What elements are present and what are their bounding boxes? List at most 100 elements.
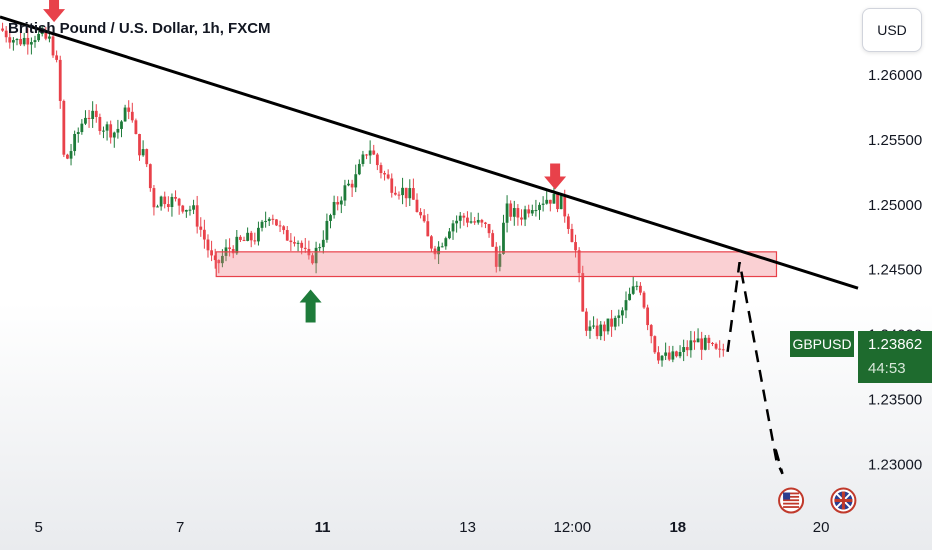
candle-body xyxy=(120,121,123,129)
candle-body xyxy=(448,231,451,239)
candle-body xyxy=(451,223,455,232)
candle-body xyxy=(718,348,722,350)
candle-body xyxy=(271,218,275,220)
candle-body xyxy=(210,250,213,256)
symbol-label: GBPUSD xyxy=(790,331,854,357)
x-tick-label: 18 xyxy=(669,519,686,536)
candle-body xyxy=(84,117,87,124)
candle-body xyxy=(361,154,365,164)
candle-body xyxy=(130,111,134,121)
candle-body xyxy=(671,351,675,360)
candle-body xyxy=(148,164,152,189)
candle-body xyxy=(166,204,170,207)
candle-body xyxy=(649,325,653,337)
candle-body xyxy=(574,242,577,251)
arrow-up-icon xyxy=(299,289,322,323)
candle-body xyxy=(257,227,260,242)
candle-body xyxy=(184,209,188,212)
candle-body xyxy=(379,165,383,174)
candle-body xyxy=(484,222,487,224)
candle-body xyxy=(422,215,426,222)
candle-body xyxy=(365,154,368,156)
candle-body xyxy=(336,201,340,205)
candle-body xyxy=(487,223,491,234)
candle-body xyxy=(657,352,660,361)
candle-body xyxy=(332,201,336,216)
candle-body xyxy=(502,222,505,254)
candle-body xyxy=(62,100,66,155)
candle-body xyxy=(357,163,361,175)
candle-body xyxy=(386,174,390,179)
candle-body xyxy=(693,340,696,343)
candle-body xyxy=(76,132,80,134)
candle-body xyxy=(8,37,12,43)
candle-body xyxy=(545,199,549,204)
candle-body xyxy=(415,199,419,212)
candle-body xyxy=(311,255,314,264)
candle-body xyxy=(383,173,386,175)
candle-body xyxy=(206,239,210,251)
candle-body xyxy=(610,318,613,327)
candle-body xyxy=(94,110,98,118)
x-tick-label: 7 xyxy=(176,519,184,536)
candle-body xyxy=(174,196,177,199)
candle-body xyxy=(195,205,199,227)
y-tick-label: 1.25500 xyxy=(868,132,922,149)
y-tick-label: 1.23500 xyxy=(868,392,922,409)
candle-body xyxy=(714,343,718,349)
candle-body xyxy=(228,247,232,250)
candle-body xyxy=(678,352,682,357)
candle-body xyxy=(289,240,293,243)
y-axis: 1.260001.255001.250001.245001.240001.235… xyxy=(868,67,922,473)
candle-body xyxy=(199,226,203,230)
candle-body xyxy=(455,220,459,224)
candle-body xyxy=(138,134,141,156)
candle-body xyxy=(123,107,127,122)
candle-body xyxy=(37,33,41,41)
candle-body xyxy=(602,324,606,332)
candle-body xyxy=(55,55,59,60)
candle-body xyxy=(685,347,689,351)
candle-body xyxy=(159,196,163,207)
candle-body xyxy=(112,132,116,138)
candle-body xyxy=(660,355,664,361)
candle-body xyxy=(631,286,635,294)
candle-body xyxy=(318,247,322,249)
candle-body xyxy=(538,204,541,211)
candle-body xyxy=(109,124,113,138)
flag-canton xyxy=(783,492,791,500)
candle-body xyxy=(563,195,567,217)
candle-body xyxy=(595,325,599,337)
candle-body xyxy=(22,37,26,45)
candle-body xyxy=(217,260,221,264)
candle-body xyxy=(703,337,707,350)
candle-body xyxy=(285,230,289,241)
candle-body xyxy=(372,150,376,155)
candle-body xyxy=(98,117,102,132)
candle-body xyxy=(314,247,318,264)
candle-body xyxy=(620,310,624,316)
candle-body xyxy=(264,220,268,222)
candle-body xyxy=(105,124,109,131)
candle-body xyxy=(220,255,224,264)
us-flag-icon xyxy=(778,487,805,514)
candle-body xyxy=(520,217,523,220)
candle-body xyxy=(15,38,19,41)
candle-body xyxy=(516,208,520,218)
candle-body xyxy=(296,242,300,244)
candle-body xyxy=(462,215,466,218)
candle-body xyxy=(69,151,73,159)
y-tick-label: 1.25000 xyxy=(868,197,922,214)
candle-body xyxy=(239,236,242,240)
candle-body xyxy=(354,174,358,188)
currency-selector[interactable]: USD xyxy=(862,8,922,52)
candle-body xyxy=(253,240,257,242)
candle-body xyxy=(480,219,484,223)
candle-body xyxy=(156,206,159,208)
candle-body xyxy=(275,219,278,226)
projection-path xyxy=(726,261,784,475)
flag-stripe xyxy=(783,495,800,498)
candle-body xyxy=(401,187,404,196)
candle-body xyxy=(559,195,563,210)
